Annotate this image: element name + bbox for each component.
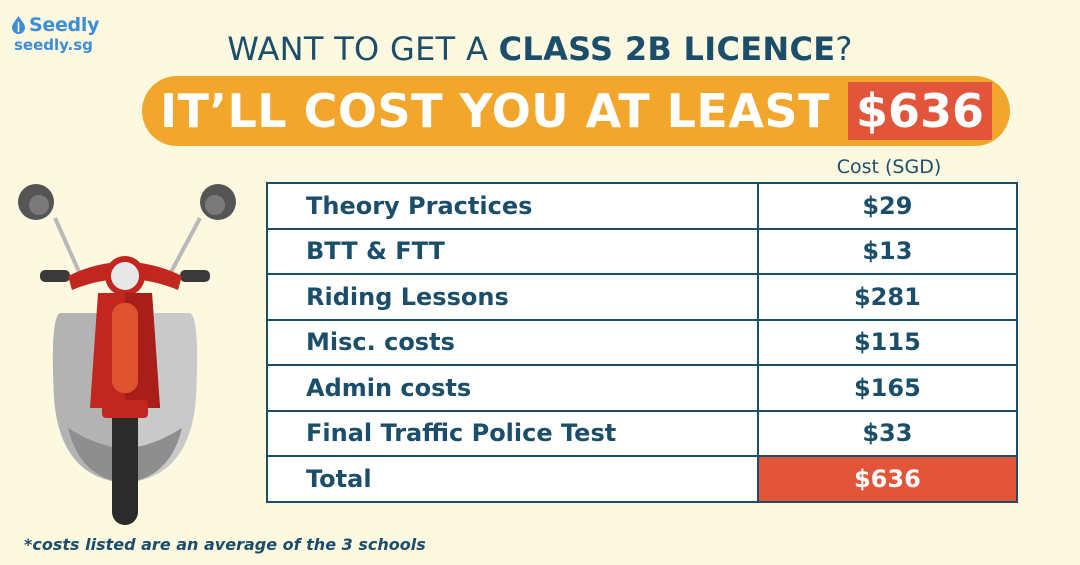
total-row: Total $636 [266,455,1019,503]
banner-amount: $636 [847,82,992,140]
row-label: Final Traffic Police Test [266,409,759,457]
table-row: Misc. costs $115 [266,318,1019,366]
table-row: Final Traffic Police Test $33 [266,409,1019,457]
total-label: Total [266,455,759,503]
row-value: $13 [756,227,1019,275]
seedly-drop-icon [12,16,25,34]
table-row: BTT & FTT $13 [266,227,1019,275]
headline-highlight: CLASS 2B LICENCE [498,30,836,68]
total-value: $636 [756,455,1019,503]
row-value: $33 [756,409,1019,457]
cost-banner: IT’LL COST YOU AT LEAST $636 [142,76,1010,146]
seedly-logo: Seedly seedly.sg [12,14,122,54]
footnote: *costs listed are an average of the 3 sc… [24,535,426,554]
row-label: Theory Practices [266,182,759,230]
row-value: $115 [756,318,1019,366]
row-label: Misc. costs [266,318,759,366]
headline-prefix: WANT TO GET A [227,30,499,68]
headline: WANT TO GET A CLASS 2B LICENCE? [0,30,1080,68]
row-label: Admin costs [266,364,759,412]
row-label: Riding Lessons [266,273,759,321]
table-row: Theory Practices $29 [266,182,1019,230]
table-row: Admin costs $165 [266,364,1019,412]
headline-suffix: ? [835,30,853,68]
brand-url: seedly.sg [14,36,93,54]
row-label: BTT & FTT [266,227,759,275]
cost-column-header: Cost (SGD) [836,156,942,178]
table-row: Riding Lessons $281 [266,273,1019,321]
row-value: $29 [756,182,1019,230]
row-value: $165 [756,364,1019,412]
cost-table: Theory Practices $29 BTT & FTT $13 Ridin… [266,182,1019,503]
banner-text: IT’LL COST YOU AT LEAST [160,84,830,138]
brand-name: Seedly [29,14,100,36]
red-scooter-icon [18,184,236,525]
row-value: $281 [756,273,1019,321]
